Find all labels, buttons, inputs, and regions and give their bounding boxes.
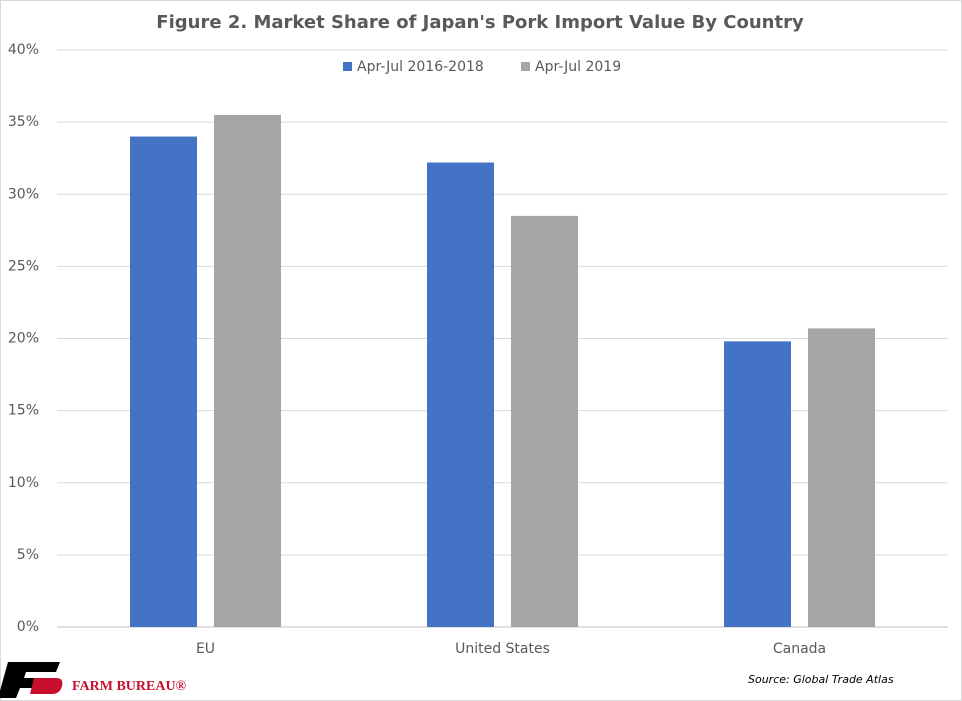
chart-title: Figure 2. Market Share of Japan's Pork I… <box>156 12 804 33</box>
bar <box>214 114 281 628</box>
logo-text: FARM BUREAU® <box>72 679 187 694</box>
y-tick-label: 5% <box>17 547 39 563</box>
y-tick-label: 10% <box>8 475 39 491</box>
bar <box>511 215 578 627</box>
y-tick-label: 0% <box>17 619 39 635</box>
y-tick-label: 35% <box>8 114 39 130</box>
legend-swatch <box>521 62 530 71</box>
x-tick-label: United States <box>455 641 550 657</box>
x-tick-label: EU <box>196 641 215 657</box>
y-tick-label: 15% <box>8 403 39 419</box>
logo-mark <box>0 662 60 698</box>
legend-label: Apr-Jul 2016-2018 <box>357 59 484 75</box>
logo: FARM BUREAU® <box>0 662 187 698</box>
bar <box>130 136 197 628</box>
y-tick-label: 20% <box>8 331 39 347</box>
bar <box>808 328 875 627</box>
bar <box>427 162 494 627</box>
y-tick-label: 30% <box>8 186 39 202</box>
y-tick-label: 40% <box>8 42 39 58</box>
y-tick-label: 25% <box>8 258 39 274</box>
logo-mark-accent <box>30 678 63 694</box>
legend-swatch <box>343 62 352 71</box>
legend-label: Apr-Jul 2019 <box>535 59 621 75</box>
x-tick-label: Canada <box>773 641 826 657</box>
bar <box>724 341 791 627</box>
source-note: Source: Global Trade Atlas <box>748 673 894 686</box>
